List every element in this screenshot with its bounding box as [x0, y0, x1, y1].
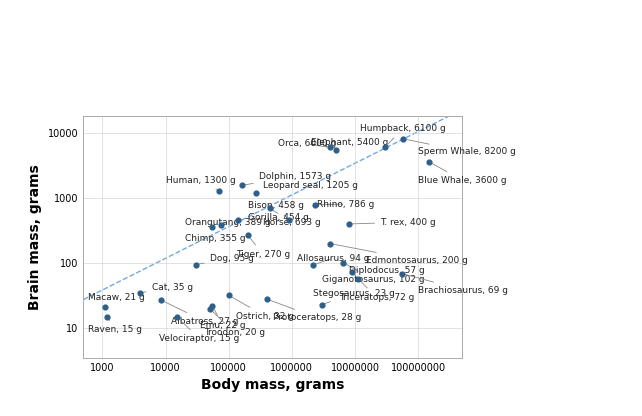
Text: Horse, 693 g: Horse, 693 g [263, 210, 321, 227]
Text: Ostrich, 32 g: Ostrich, 32 g [231, 297, 294, 320]
Text: Humpback, 6100 g: Humpback, 6100 g [360, 124, 446, 145]
Point [100, 304, 110, 310]
Point [265, 205, 275, 212]
Text: Triceratops, 72 g: Triceratops, 72 g [338, 275, 414, 302]
Point [216, 221, 226, 228]
Text: Cat, 35 g: Cat, 35 g [143, 283, 193, 292]
Text: Dolphin, 1573 g: Dolphin, 1573 g [245, 172, 331, 185]
Text: Blue Whale, 3600 g: Blue Whale, 3600 g [418, 163, 507, 185]
Point [317, 301, 327, 308]
Text: Emu, 22 g: Emu, 22 g [200, 308, 246, 330]
Point [347, 269, 357, 276]
Text: Troodon, 20 g: Troodon, 20 g [204, 310, 265, 337]
Point [251, 190, 261, 196]
Text: Human, 1300 g: Human, 1300 g [166, 176, 236, 189]
Text: Macaw, 21 g: Macaw, 21 g [89, 293, 145, 307]
Text: Raven, 15 g: Raven, 15 g [89, 319, 143, 334]
Text: Stegosaurus, 23 g: Stegosaurus, 23 g [313, 289, 395, 304]
Point [214, 187, 224, 194]
Text: Dog, 95 g: Dog, 95 g [198, 254, 254, 264]
Point [352, 276, 363, 282]
X-axis label: Body mass, grams: Body mass, grams [201, 378, 345, 392]
Text: Allosaurus, 94 g: Allosaurus, 94 g [297, 254, 369, 264]
Point [308, 262, 318, 268]
Point [309, 202, 320, 208]
Point [236, 182, 247, 188]
Text: Bison, 458 g: Bison, 458 g [248, 201, 304, 218]
Text: Giganotosaurus, 102 g: Giganotosaurus, 102 g [322, 264, 424, 284]
Text: Diplodocus, 57 g: Diplodocus, 57 g [349, 266, 424, 279]
Point [171, 313, 182, 320]
Text: Edmontosaurus, 200 g: Edmontosaurus, 200 g [333, 244, 468, 265]
Point [397, 135, 408, 142]
Text: Velociraptor, 15 g: Velociraptor, 15 g [159, 319, 240, 344]
Text: Protoceratops, 28 g: Protoceratops, 28 g [270, 300, 361, 322]
Point [261, 296, 272, 302]
Point [207, 302, 218, 309]
Text: Albatross, 27 g: Albatross, 27 g [164, 301, 238, 326]
Point [205, 305, 215, 312]
Point [325, 144, 335, 151]
Point [102, 313, 112, 320]
Point [223, 292, 234, 299]
Point [243, 232, 253, 238]
Point [233, 217, 243, 224]
Text: Orca, 6000 g: Orca, 6000 g [278, 139, 336, 149]
Point [380, 144, 390, 150]
Point [343, 220, 354, 227]
Point [424, 158, 435, 165]
Text: Orangutang, 389 g: Orangutang, 389 g [185, 218, 270, 227]
Text: Tiger, 270 g: Tiger, 270 g [236, 237, 290, 259]
Point [284, 217, 294, 223]
Point [397, 270, 408, 277]
Point [338, 259, 349, 266]
Text: Brachiosaurus, 69 g: Brachiosaurus, 69 g [405, 274, 508, 295]
Text: T. rex, 400 g: T. rex, 400 g [352, 218, 436, 227]
Point [207, 224, 218, 230]
Text: Chimp, 355 g: Chimp, 355 g [185, 227, 245, 243]
Point [191, 261, 201, 268]
Point [156, 297, 166, 303]
Point [331, 147, 341, 154]
Text: Gorilla, 454 g: Gorilla, 454 g [241, 213, 309, 221]
Text: Rhino, 786 g: Rhino, 786 g [317, 200, 374, 208]
Text: Elephant, 5400 g: Elephant, 5400 g [311, 138, 388, 151]
Point [325, 240, 335, 247]
Point [135, 290, 146, 296]
Text: Leopard seal, 1205 g: Leopard seal, 1205 g [256, 181, 358, 193]
Y-axis label: Brain mass, grams: Brain mass, grams [28, 164, 42, 310]
Text: Sperm Whale, 8200 g: Sperm Whale, 8200 g [405, 139, 516, 156]
